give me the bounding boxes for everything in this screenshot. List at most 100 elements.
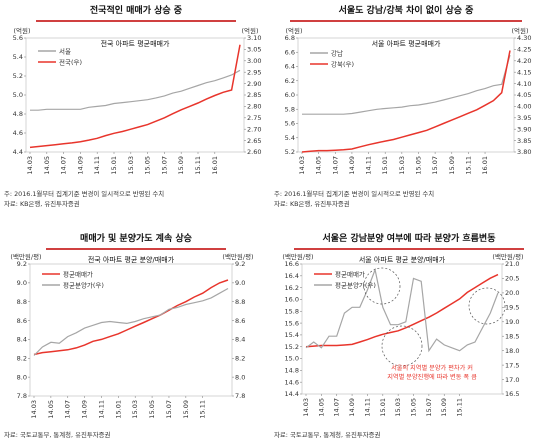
- y-tick-label-right: 3.85: [517, 137, 531, 145]
- y-tick-label-left: 6.6: [285, 48, 295, 56]
- panel-seoul-price: 서울도 강남/강북 차이 없이 상승 중 5.2 5.4 5.6 5.8 6.0 6.2 6.…: [270, 0, 540, 215]
- panel-title: 전국적인 매매가 상승 중: [90, 4, 182, 16]
- x-tick-label: 15.03: [131, 400, 139, 419]
- y-tick-label-right: 8.8: [235, 298, 245, 306]
- chart-subtitle: 전국 아파트 평균매매가: [101, 39, 170, 48]
- legend-label: 서울: [59, 46, 71, 55]
- y-tick-label-left: 8.8: [17, 298, 27, 306]
- plot-frame: [301, 263, 503, 395]
- y-axis-label-left: (백만원/평): [282, 252, 313, 261]
- y-tick-label-left: 5.2: [285, 148, 295, 156]
- y-axis-label-left: (억원): [13, 26, 30, 35]
- x-tick-label: 15.05: [148, 400, 156, 419]
- x-tick-label: 15.11: [464, 156, 472, 175]
- x-tick-label: 14.07: [60, 156, 68, 175]
- chart-subtitle: 서울 아파트 평균 분양/매매가: [359, 255, 446, 264]
- panel-title: 서울도 강남/강북 차이 없이 상승 중: [339, 4, 474, 16]
- chart-national-presale: 매매가 및 분양가도 계속 상승 7.8 8.0 8.2 8.4 8.6 8.8 9.0 9.2…: [10, 232, 253, 419]
- x-tick-label: 14.07: [333, 398, 341, 417]
- panel-national-presale: 매매가 및 분양가도 계속 상승 7.8 8.0 8.2 8.4 8.6 8.8 9.0 9.2…: [0, 222, 270, 444]
- y-tick-label-right: 18.0: [505, 347, 519, 355]
- legend-label: 강북(우): [331, 59, 354, 68]
- y-tick-label-right: 3.95: [517, 114, 531, 122]
- x-tick-label: 14.07: [64, 400, 72, 419]
- y-tick-label-right: 4.30: [517, 34, 531, 42]
- y-tick-label-left: 14.4: [285, 390, 299, 398]
- x-tick-label: 15.05: [144, 156, 152, 175]
- series-line-1: [305, 267, 499, 353]
- x-tick-label: 14.03: [298, 156, 306, 175]
- y-tick-label-right: 4.25: [517, 46, 531, 54]
- y-tick-label-left: 8.2: [17, 354, 27, 362]
- source-line: 자료: KB은행, 유진투자증권: [4, 200, 80, 208]
- x-tick-label: 15.01: [379, 398, 387, 417]
- y-tick-label-right: 20.0: [505, 289, 519, 297]
- chart-subtitle: 전국 아파트 평균 분양/매매가: [88, 255, 175, 264]
- x-tick-label: 15.07: [431, 156, 439, 175]
- y-tick-label-left: 5.2: [13, 72, 23, 80]
- y-axis-label-right: (억원): [241, 26, 258, 35]
- y-tick-label-left: 14.6: [285, 378, 299, 386]
- y-tick-label-left: 9.0: [17, 279, 27, 287]
- source-line: 자료: 국토교통부, 통계청, 유진투자증권: [274, 431, 381, 439]
- y-tick-label-left: 5.6: [285, 120, 295, 128]
- y-tick-label-right: 8.0: [235, 373, 245, 381]
- annotation-circle: [363, 267, 401, 305]
- legend-label: 평균매매가: [63, 269, 93, 278]
- x-tick-label: 14.05: [43, 156, 51, 175]
- x-tick-label: 14.11: [97, 400, 105, 419]
- y-tick-label-right: 4.20: [517, 57, 531, 65]
- plot-frame: [29, 263, 233, 397]
- x-tick-label: 14.03: [26, 156, 34, 175]
- y-tick-label-left: 6.8: [285, 34, 295, 42]
- y-tick-label-right: 19.0: [505, 318, 519, 326]
- y-tick-label-right: 4.10: [517, 80, 531, 88]
- series-line-0: [33, 279, 229, 356]
- x-tick-label: 16.01: [481, 156, 489, 175]
- y-tick-label-left: 5.8: [285, 105, 295, 113]
- y-tick-label-right: 2.60: [247, 148, 261, 156]
- y-tick-label-right: 3.90: [517, 125, 531, 133]
- x-tick-label: 14.11: [365, 156, 373, 175]
- y-tick-label-left: 15.2: [285, 343, 299, 351]
- x-tick-label: 14.11: [93, 156, 101, 175]
- y-axis-label-right: (억원): [511, 26, 528, 35]
- chart-subtitle: 서울 아파트 평균매매가: [372, 39, 441, 48]
- x-tick-label: 14.05: [317, 398, 325, 417]
- y-tick-label-left: 6.0: [285, 91, 295, 99]
- y-tick-label-right: 2.70: [247, 125, 261, 133]
- x-tick-label: 15.01: [114, 400, 122, 419]
- y-tick-label-right: 2.80: [247, 103, 261, 111]
- series-line-0: [30, 69, 241, 111]
- note-line: 주: 2016.1월부터 집계기준 변경이 일시적으로 반영된 수치: [4, 190, 165, 198]
- y-tick-label-left: 15.4: [285, 331, 299, 339]
- y-tick-label-left: 16.0: [285, 296, 299, 304]
- y-tick-label-left: 9.2: [17, 260, 27, 268]
- x-tick-label: 15.07: [425, 398, 433, 417]
- y-tick-label-right: 9.2: [235, 260, 245, 268]
- y-tick-label-left: 16.2: [285, 284, 299, 292]
- x-tick-label: 14.03: [302, 398, 310, 417]
- y-tick-label-left: 5.4: [13, 53, 23, 61]
- y-tick-label-right: 4.15: [517, 68, 531, 76]
- y-tick-label-right: 8.6: [235, 317, 245, 325]
- y-tick-label-left: 4.6: [13, 129, 23, 137]
- legend-label: 평균매매가: [335, 269, 365, 278]
- legend-label: 평균분양가(우): [335, 280, 376, 289]
- y-axis-label-left: (백만원/평): [10, 252, 41, 261]
- annotation-text: 서울의 지역별 분양가 편차가 커: [391, 364, 473, 372]
- x-tick-label: 15.05: [414, 156, 422, 175]
- panel-national-price: 전국적인 매매가 상승 중 4.4 4.6 4.8 5.0 5.2 5.4 5.6 2.60 2.…: [0, 0, 270, 215]
- y-tick-label-left: 14.8: [285, 367, 299, 375]
- legend-label: 강남: [331, 48, 343, 57]
- series-line-1: [29, 44, 241, 149]
- x-tick-label: 15.11: [194, 156, 202, 175]
- x-tick-label: 15.03: [398, 156, 406, 175]
- y-tick-label-left: 8.0: [17, 373, 27, 381]
- x-tick-label: 14.07: [331, 156, 339, 175]
- x-tick-label: 15.09: [177, 156, 185, 175]
- x-tick-label: 14.09: [81, 400, 89, 419]
- y-tick-label-right: 2.95: [247, 68, 261, 76]
- y-tick-label-right: 17.5: [505, 361, 519, 369]
- x-tick-label: 15.05: [410, 398, 418, 417]
